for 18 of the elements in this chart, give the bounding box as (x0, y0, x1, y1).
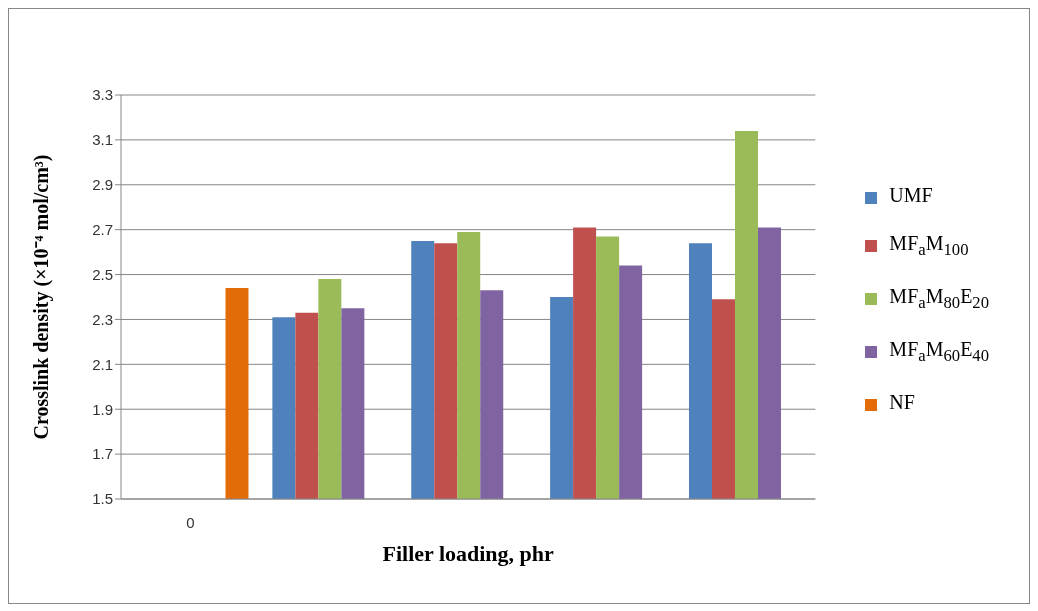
y-tick-label: 1.9 (92, 400, 113, 418)
legend-label: UMF (889, 183, 933, 206)
legend-label: MF$_{a}$M$_{100}$ (889, 231, 969, 259)
legend-label: MF$_{a}$M$_{60}$E$_{40}$ (889, 337, 989, 365)
legend-label: MF$_{a}$M$_{80}$E$_{20}$ (889, 284, 989, 312)
x-axis-title: Filler loading, phr (382, 541, 555, 566)
y-tick-label: 1.7 (92, 445, 113, 463)
x-tick-label: 0 (186, 513, 195, 531)
legend-label: NF (889, 390, 915, 413)
y-tick-label: 2.3 (92, 310, 113, 328)
y-tick-label: 2.7 (92, 220, 113, 238)
y-tick-label: 1.5 (92, 490, 113, 508)
y-tick-label: 2.5 (92, 265, 113, 283)
y-tick-label: 3.3 (92, 86, 113, 104)
y-tick-label: 2.1 (92, 355, 113, 373)
y-tick-label: 2.9 (92, 176, 113, 194)
y-axis-title: Crosslink density (×10⁻⁴ mol/cm³) (30, 154, 54, 440)
y-tick-label: 3.1 (92, 131, 113, 149)
